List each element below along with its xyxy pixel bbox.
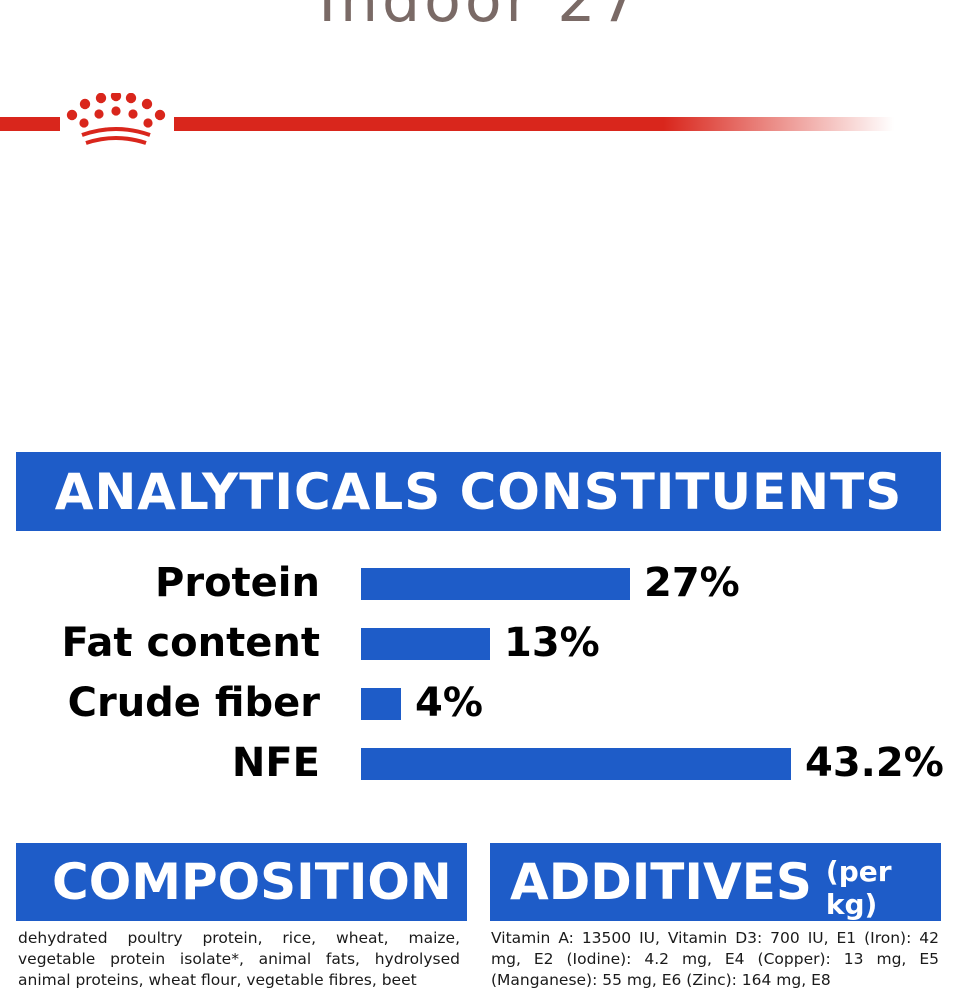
crown-icon (66, 93, 166, 145)
additives-heading: ADDITIVES (per kg) (490, 843, 941, 921)
constituent-row: Fat content 13% (0, 621, 960, 665)
constituent-value: 27% (644, 560, 740, 606)
brand-line-left (0, 117, 60, 131)
constituent-label: Crude fiber (67, 680, 320, 726)
constituent-bar (361, 748, 791, 780)
constituent-row: Crude fiber 4% (0, 681, 960, 725)
additives-text: Vitamin A: 13500 IU, Vitamin D3: 700 IU,… (491, 929, 939, 989)
product-title: Indoor 27 (318, 0, 642, 36)
constituent-label: NFE (231, 740, 320, 786)
constituent-label: Fat content (61, 620, 320, 666)
constituent-bar (361, 688, 401, 720)
constituent-bar (361, 568, 630, 600)
additives-heading-text: ADDITIVES (510, 853, 812, 911)
constituent-value: 13% (504, 620, 600, 666)
constituent-row: NFE 43.2% (0, 741, 960, 785)
analytics-heading: ANALYTICALS CONSTITUENTS (16, 452, 941, 531)
composition-text: dehydrated poultry protein, rice, wheat,… (18, 929, 460, 989)
constituent-value: 4% (415, 680, 483, 726)
brand-line-right (174, 117, 894, 131)
constituent-label: Protein (155, 560, 320, 606)
composition-heading: COMPOSITION (16, 843, 467, 921)
constituent-row: Protein 27% (0, 561, 960, 605)
constituent-value: 43.2% (805, 740, 944, 786)
additives-subheading: (per kg) (825, 855, 892, 921)
constituent-bar (361, 628, 490, 660)
composition-heading-text: COMPOSITION (52, 853, 452, 911)
